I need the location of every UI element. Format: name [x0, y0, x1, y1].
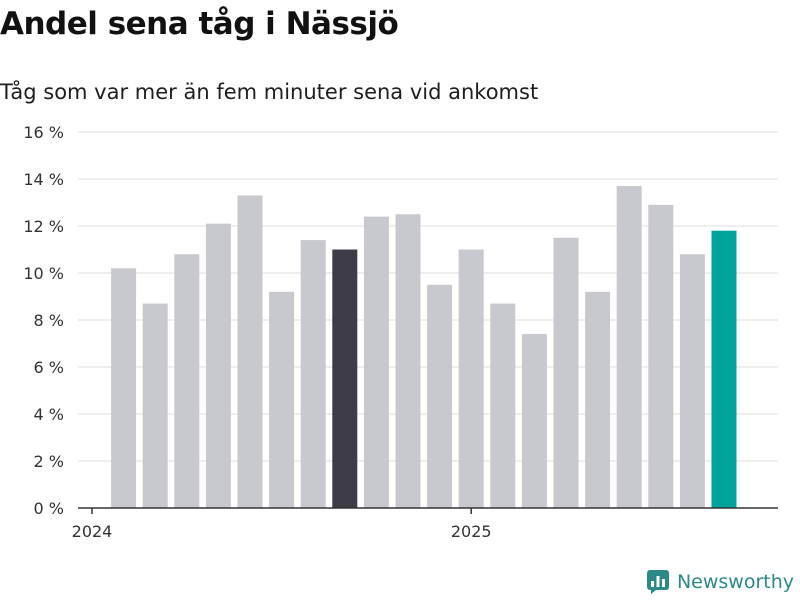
- bar: [300, 240, 326, 508]
- y-tick-label: 2 %: [34, 452, 64, 471]
- chart-subtitle: Tåg som var mer än fem minuter sena vid …: [0, 80, 539, 104]
- y-tick-label: 4 %: [34, 405, 64, 424]
- x-tick-label: 2025: [451, 522, 492, 541]
- bar: [521, 334, 547, 508]
- bar: [237, 195, 263, 508]
- y-tick-label: 16 %: [23, 123, 64, 142]
- y-tick-label: 8 %: [34, 311, 64, 330]
- y-tick-label: 14 %: [23, 170, 64, 189]
- newsworthy-logo-icon: [646, 570, 669, 594]
- y-tick-label: 6 %: [34, 358, 64, 377]
- bar: [142, 303, 168, 508]
- bar: [679, 254, 705, 508]
- x-tick-label: 2024: [72, 522, 113, 541]
- bar: [553, 237, 579, 508]
- bar: [174, 254, 200, 508]
- bar: [332, 249, 358, 508]
- y-tick-label: 12 %: [23, 217, 64, 236]
- bar: [269, 291, 295, 508]
- y-tick-label: 0 %: [34, 499, 64, 518]
- brand-name: Newsworthy: [676, 571, 794, 593]
- brand-logo: Newsworthy: [646, 570, 794, 594]
- bar: [490, 303, 516, 508]
- y-tick-label: 10 %: [23, 264, 64, 283]
- bar: [458, 249, 484, 508]
- bar: [616, 186, 642, 509]
- bar: [427, 284, 453, 508]
- bar: [363, 216, 389, 508]
- bar: [648, 204, 674, 508]
- chart-title: Andel sena tåg i Nässjö: [0, 6, 399, 42]
- bar: [711, 230, 737, 508]
- bar: [585, 291, 611, 508]
- bar: [205, 223, 231, 508]
- bar: [111, 268, 137, 508]
- bar: [395, 214, 421, 508]
